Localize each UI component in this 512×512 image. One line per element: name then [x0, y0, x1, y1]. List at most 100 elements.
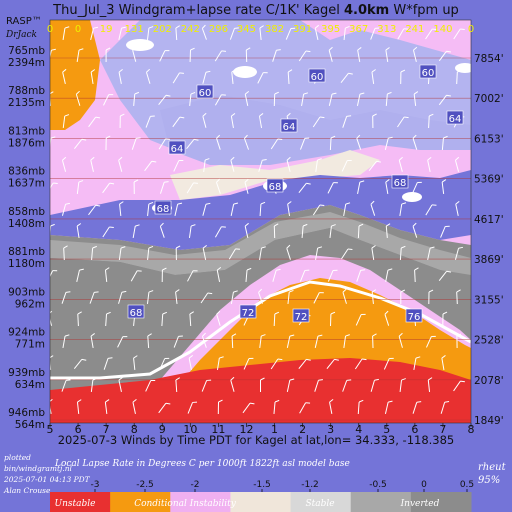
wind-barb [188, 354, 194, 370]
contour-label-box [308, 68, 326, 83]
updraft-value: 367 [349, 24, 368, 35]
wind-barb [187, 270, 198, 282]
pressure-label: 903mb [8, 286, 45, 298]
contour-label: 76 [408, 312, 421, 323]
altitude-ft-label: 5369' [474, 174, 504, 186]
wind-barb [77, 311, 82, 327]
wind-barb [259, 246, 266, 261]
wind-barb [62, 334, 70, 348]
wind-barb [50, 270, 58, 282]
wind-barb [372, 333, 377, 349]
wind-barb [456, 333, 462, 349]
altitude-m-label: 2135m [8, 97, 45, 109]
wind-barb [214, 50, 227, 62]
footer-rh: rheut 95% [478, 462, 507, 486]
wind-barb [105, 135, 111, 151]
wind-barb [61, 156, 67, 172]
wind-barb [217, 399, 223, 415]
updraft-value: 382 [265, 24, 284, 35]
wind-barb [173, 159, 184, 172]
wind-barb [175, 289, 180, 305]
wind-barb [301, 92, 309, 106]
wind-barb [103, 94, 114, 106]
cloud-1 [126, 39, 154, 51]
updraft-value: 0 [47, 24, 53, 35]
wind-barb [159, 222, 165, 238]
wind-barb [327, 182, 338, 194]
x-axis-label: 2025-07-3 Winds by Time PDT for Kagel at… [58, 433, 455, 447]
wind-barb [62, 114, 70, 129]
wind-barb [412, 222, 418, 238]
altitude-ft-label: 2528' [474, 335, 504, 347]
pressure-label: 813mb [8, 125, 45, 137]
lapse-tick-label: -1.5 [253, 480, 271, 490]
wind-barb [103, 357, 113, 370]
wind-barb [62, 68, 67, 84]
wind-barb [118, 246, 126, 261]
wind-barb [104, 399, 110, 415]
contour-label: 60 [422, 68, 435, 79]
wind-barb [90, 156, 95, 172]
altitude-m-label: 634m [15, 379, 45, 391]
wind-barb [385, 91, 392, 107]
cloud-2 [233, 66, 257, 78]
cloud-6 [402, 192, 422, 202]
wind-barb [159, 181, 169, 194]
wind-barb [90, 333, 95, 348]
wind-barb [159, 50, 170, 62]
wind-barb [272, 268, 281, 282]
lapse-tick-label: -1.2 [301, 480, 319, 490]
altitude-ft-label: 3155' [474, 294, 504, 306]
lapse-color-swatch [290, 492, 352, 512]
wind-barb [230, 202, 239, 216]
wind-barb [341, 159, 352, 172]
wind-barb [286, 378, 295, 392]
x-tick-label: 1 [271, 423, 278, 436]
wind-barb [426, 335, 436, 348]
wind-barb [438, 94, 451, 106]
updraft-value: 19 [100, 24, 113, 35]
footer-credit-line: Alan Crouse [3, 486, 51, 495]
contour-label-box [266, 178, 284, 193]
wind-barb [315, 246, 323, 260]
wind-barb [147, 333, 152, 349]
wind-barb [440, 225, 450, 238]
updraft-value: 345 [237, 24, 256, 35]
wind-barb [147, 201, 154, 217]
wind-barb [329, 224, 336, 239]
wind-barb [118, 156, 123, 172]
wind-barb [273, 223, 279, 239]
wind-barb [329, 398, 334, 414]
wind-barb [158, 138, 170, 150]
altitude-ft-label: 6153' [474, 133, 504, 145]
brand-sub-label: DrJack [5, 30, 37, 40]
wind-barb [372, 113, 377, 129]
wind-barb [90, 378, 98, 393]
wind-barb [76, 48, 84, 63]
wind-barb [299, 402, 311, 414]
x-tick-label: 10 [183, 423, 197, 436]
wind-barb [287, 289, 294, 305]
contour-label: 68 [269, 182, 282, 193]
lapse-color-swatch [350, 492, 412, 512]
wind-barb [428, 289, 434, 305]
lapse-category-label: Conditional Instability [134, 499, 237, 509]
wind-barb [371, 289, 377, 305]
contour-label-box [154, 200, 172, 215]
wind-barb [400, 69, 406, 85]
x-tick-label: 6 [411, 423, 418, 436]
wind-barb [413, 91, 419, 107]
x-tick-label: 6 [75, 423, 82, 436]
wind-barb [357, 47, 362, 62]
updraft-value: 0 [468, 24, 474, 35]
wind-barb [229, 27, 239, 40]
altitude-m-label: 1408m [8, 218, 45, 230]
x-tick-label: 3 [327, 423, 334, 436]
wind-barb [355, 313, 366, 326]
contour-label: 68 [394, 178, 407, 189]
wind-barb [214, 94, 226, 106]
wind-barb [398, 156, 403, 172]
wind-barb [201, 24, 207, 40]
wind-barb [327, 269, 338, 282]
footer-credit-line: plotted [4, 453, 31, 462]
